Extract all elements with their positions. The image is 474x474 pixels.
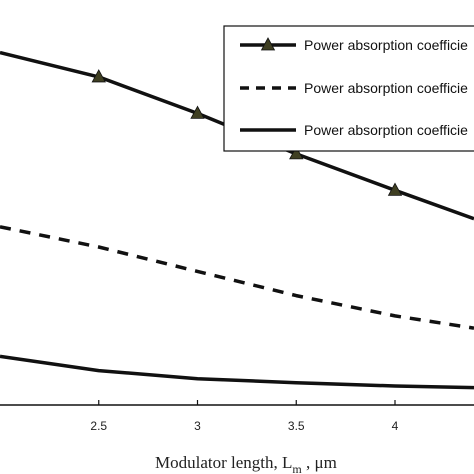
series-1-marker xyxy=(289,146,304,160)
legend-label-2: Power absorption coefficie xyxy=(304,80,468,96)
x-axis-title: Modulator length, Lm , μm xyxy=(155,453,337,474)
x-tick-label: 2.5 xyxy=(90,419,107,433)
x-tick-label: 4 xyxy=(392,419,399,433)
legend-label-1: Power absorption coefficie xyxy=(304,37,468,53)
legend: Power absorption coefficie Power absorpti… xyxy=(223,25,474,152)
series-1-marker xyxy=(190,105,205,119)
axes: 2.5 3 3.5 4 xyxy=(0,400,474,433)
series-line-2 xyxy=(0,225,474,330)
series-line-3 xyxy=(0,354,474,390)
x-tick-label: 3 xyxy=(194,419,201,433)
x-tick-label: 3.5 xyxy=(288,419,305,433)
legend-label-3: Power absorption coefficie xyxy=(304,122,468,138)
legend-marker xyxy=(260,37,276,51)
series-1-marker xyxy=(91,69,106,83)
series-1-marker xyxy=(387,182,403,196)
